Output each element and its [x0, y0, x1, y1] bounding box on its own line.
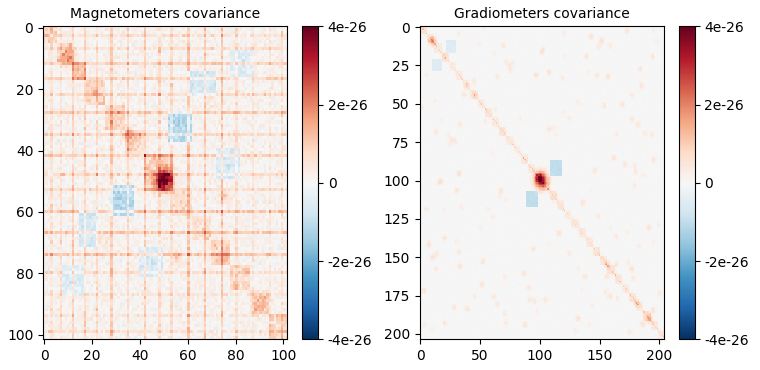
Title: Gradiometers covariance: Gradiometers covariance: [454, 7, 629, 21]
Title: Magnetometers covariance: Magnetometers covariance: [70, 7, 260, 21]
